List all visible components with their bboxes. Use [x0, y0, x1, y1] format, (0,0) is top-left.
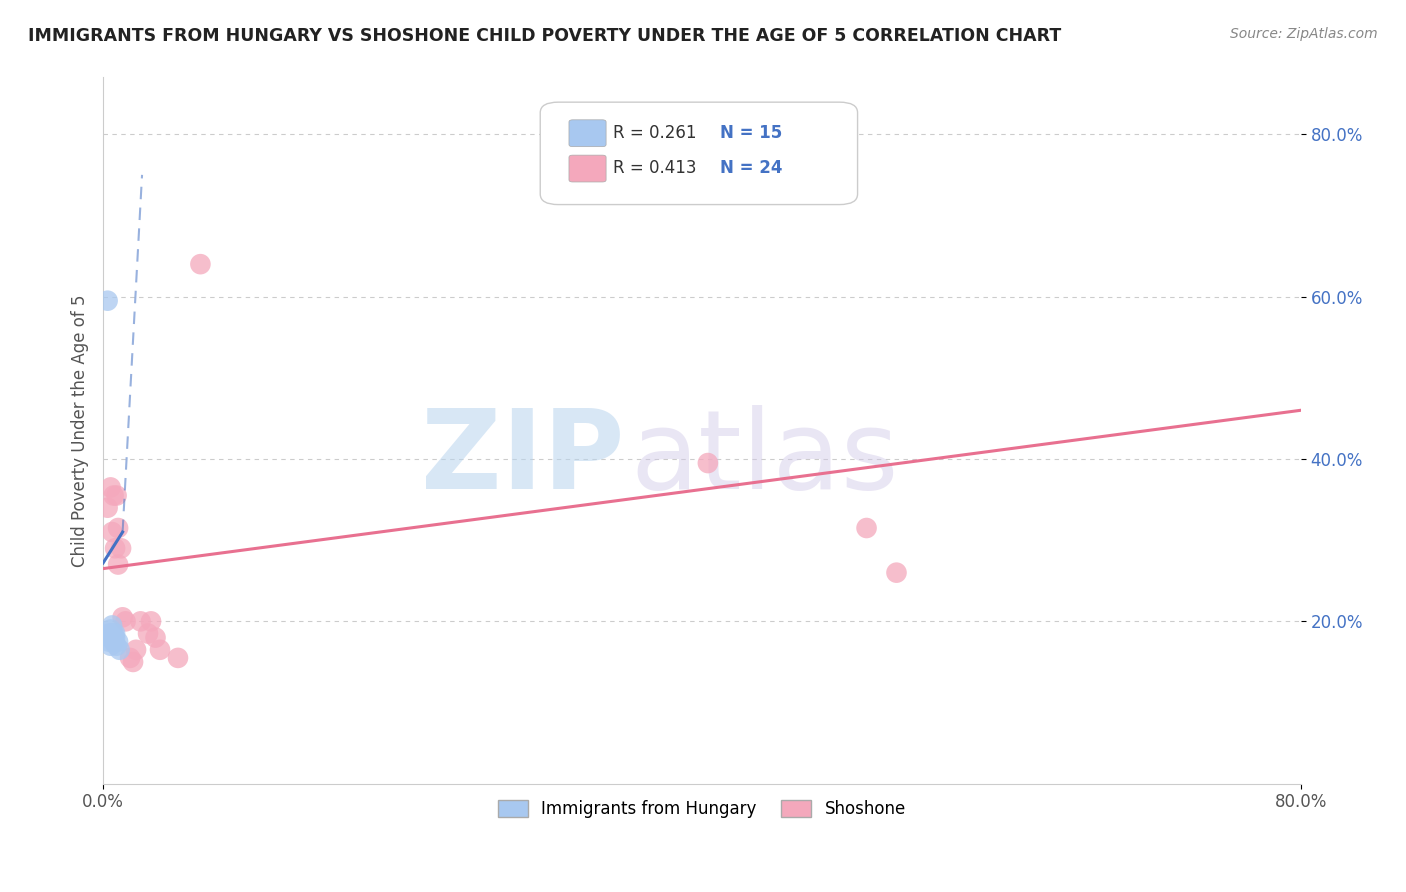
Text: R = 0.413: R = 0.413 [613, 159, 697, 177]
Text: N = 15: N = 15 [720, 123, 782, 142]
Point [103, 489, 125, 503]
Point [167, 651, 190, 665]
Text: atlas: atlas [630, 405, 898, 512]
Point [107, 521, 129, 535]
Point [110, 541, 132, 556]
Text: ZIP: ZIP [420, 405, 624, 512]
Y-axis label: Child Poverty Under the Age of 5: Child Poverty Under the Age of 5 [72, 294, 89, 566]
Point [120, 651, 142, 665]
Point [107, 558, 129, 572]
Point [104, 541, 127, 556]
Point [114, 615, 136, 629]
Point [111, 610, 134, 624]
Point [101, 626, 124, 640]
Point [145, 631, 167, 645]
Point [100, 480, 122, 494]
Point [855, 521, 877, 535]
Point [97, 500, 120, 515]
FancyBboxPatch shape [569, 155, 606, 182]
Point [97, 293, 120, 308]
Point [101, 524, 124, 539]
Text: N = 24: N = 24 [720, 159, 782, 177]
Point [104, 631, 127, 645]
Text: IMMIGRANTS FROM HUNGARY VS SHOSHONE CHILD POVERTY UNDER THE AGE OF 5 CORRELATION: IMMIGRANTS FROM HUNGARY VS SHOSHONE CHIL… [28, 27, 1062, 45]
Legend: Immigrants from Hungary, Shoshone: Immigrants from Hungary, Shoshone [491, 793, 912, 825]
Text: R = 0.261: R = 0.261 [613, 123, 697, 142]
Point [103, 634, 125, 648]
Point [98, 626, 121, 640]
Point [129, 615, 152, 629]
Point [107, 634, 129, 648]
Point [149, 642, 172, 657]
Point [100, 631, 122, 645]
Point [105, 639, 128, 653]
Point [100, 623, 122, 637]
Point [105, 489, 128, 503]
Point [139, 615, 162, 629]
Text: Source: ZipAtlas.com: Source: ZipAtlas.com [1230, 27, 1378, 41]
Point [103, 626, 125, 640]
Point [98, 634, 121, 648]
Point [696, 456, 718, 470]
Point [886, 566, 908, 580]
Point [125, 642, 148, 657]
FancyBboxPatch shape [569, 120, 606, 146]
Point [100, 639, 122, 653]
FancyBboxPatch shape [540, 103, 858, 204]
Point [101, 618, 124, 632]
Point [104, 626, 127, 640]
Point [122, 655, 145, 669]
Point [108, 642, 131, 657]
Point [136, 626, 159, 640]
Point [190, 257, 212, 271]
